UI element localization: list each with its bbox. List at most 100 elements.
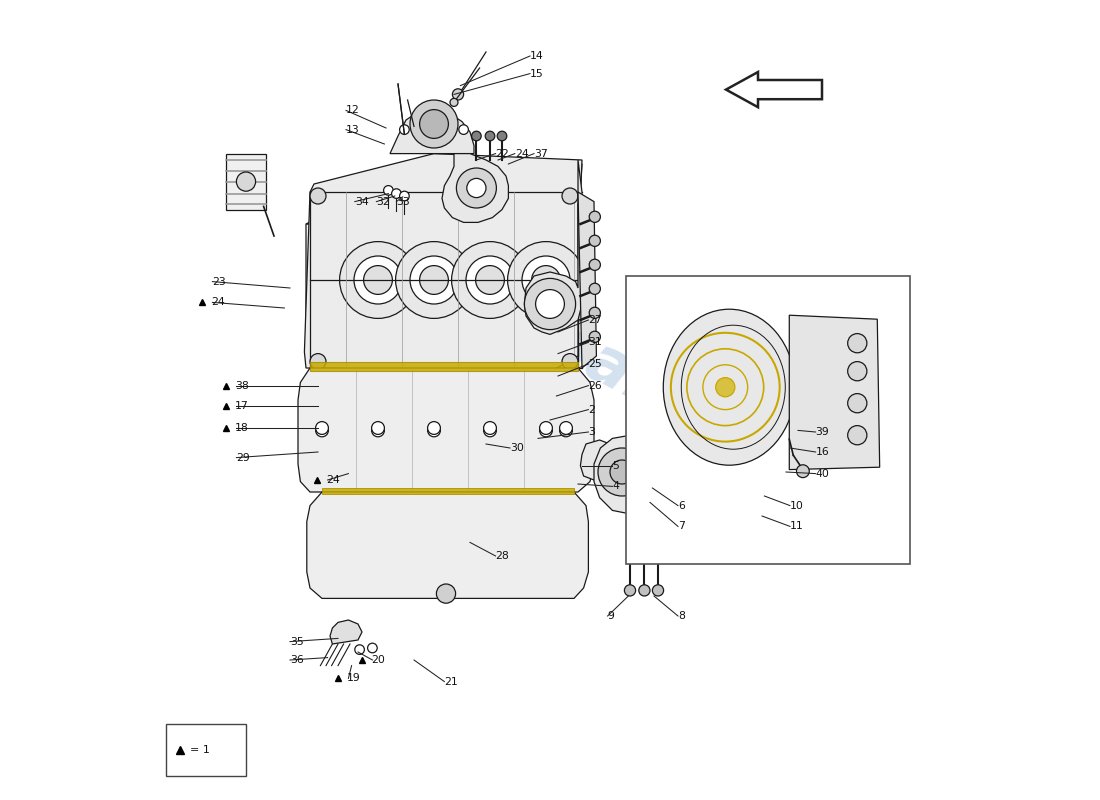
Circle shape xyxy=(590,235,601,246)
Ellipse shape xyxy=(338,482,375,502)
Ellipse shape xyxy=(505,482,543,502)
Circle shape xyxy=(848,394,867,413)
Text: 37: 37 xyxy=(534,149,548,158)
Circle shape xyxy=(716,378,735,397)
Text: 39: 39 xyxy=(815,427,829,437)
Polygon shape xyxy=(314,192,578,356)
Text: 35: 35 xyxy=(290,637,304,646)
Circle shape xyxy=(340,242,417,318)
Text: eurospares: eurospares xyxy=(358,214,742,458)
Text: 21: 21 xyxy=(444,677,458,686)
Text: 33: 33 xyxy=(396,197,410,206)
Polygon shape xyxy=(306,224,422,356)
Polygon shape xyxy=(578,192,596,368)
Circle shape xyxy=(590,259,601,270)
Circle shape xyxy=(316,422,329,434)
Text: 20: 20 xyxy=(371,655,385,665)
Text: 22: 22 xyxy=(496,149,509,158)
Circle shape xyxy=(450,98,458,106)
Text: 36: 36 xyxy=(290,655,304,665)
FancyBboxPatch shape xyxy=(626,276,910,564)
Circle shape xyxy=(475,266,505,294)
Circle shape xyxy=(848,334,867,353)
Text: 29: 29 xyxy=(236,453,250,462)
Polygon shape xyxy=(581,440,614,480)
Bar xyxy=(166,724,246,776)
Circle shape xyxy=(456,168,496,208)
Text: 10: 10 xyxy=(790,501,804,510)
Circle shape xyxy=(452,89,463,100)
Circle shape xyxy=(236,172,255,191)
Circle shape xyxy=(531,266,560,294)
Circle shape xyxy=(739,486,751,498)
Circle shape xyxy=(459,125,469,134)
Circle shape xyxy=(497,131,507,141)
Polygon shape xyxy=(594,436,652,514)
Polygon shape xyxy=(310,362,578,371)
Text: 17: 17 xyxy=(234,402,249,411)
Text: 14: 14 xyxy=(530,51,543,61)
Circle shape xyxy=(754,510,766,522)
Polygon shape xyxy=(390,110,474,154)
Circle shape xyxy=(562,354,578,370)
Circle shape xyxy=(364,266,393,294)
Text: 40: 40 xyxy=(815,469,829,478)
Circle shape xyxy=(652,585,663,596)
Circle shape xyxy=(848,362,867,381)
Polygon shape xyxy=(790,315,880,470)
Text: 24: 24 xyxy=(326,475,340,485)
Circle shape xyxy=(419,110,449,138)
Ellipse shape xyxy=(663,309,795,465)
Polygon shape xyxy=(726,72,822,107)
Text: = 1: = 1 xyxy=(190,745,210,755)
Circle shape xyxy=(472,131,481,141)
Text: 3: 3 xyxy=(588,427,595,437)
Circle shape xyxy=(525,278,575,330)
Circle shape xyxy=(507,242,584,318)
Circle shape xyxy=(562,188,578,204)
Circle shape xyxy=(848,426,867,445)
Circle shape xyxy=(310,188,326,204)
Circle shape xyxy=(610,460,634,484)
Polygon shape xyxy=(307,492,588,598)
Text: 38: 38 xyxy=(234,381,249,390)
Circle shape xyxy=(419,266,449,294)
Circle shape xyxy=(560,424,572,437)
Text: 27: 27 xyxy=(588,315,602,325)
Circle shape xyxy=(484,424,496,437)
Circle shape xyxy=(625,585,636,596)
Circle shape xyxy=(536,290,564,318)
Circle shape xyxy=(639,585,650,596)
Circle shape xyxy=(590,283,601,294)
Polygon shape xyxy=(716,466,772,518)
Circle shape xyxy=(485,131,495,141)
Ellipse shape xyxy=(524,173,568,187)
Text: 15: 15 xyxy=(530,69,543,78)
Text: 5: 5 xyxy=(613,461,619,470)
Text: 34: 34 xyxy=(355,197,368,206)
Circle shape xyxy=(796,465,810,478)
Circle shape xyxy=(367,643,377,653)
Circle shape xyxy=(466,256,514,304)
Text: 18: 18 xyxy=(234,423,249,433)
Ellipse shape xyxy=(506,530,542,562)
Circle shape xyxy=(484,422,496,434)
Text: 28: 28 xyxy=(496,551,509,561)
Circle shape xyxy=(590,211,601,222)
Ellipse shape xyxy=(395,530,430,562)
Polygon shape xyxy=(305,154,582,372)
Text: 2: 2 xyxy=(588,405,595,414)
Circle shape xyxy=(372,422,384,434)
Text: 4: 4 xyxy=(613,482,619,491)
Circle shape xyxy=(384,186,393,195)
Polygon shape xyxy=(442,154,508,222)
Text: 25: 25 xyxy=(588,359,602,369)
Text: 8: 8 xyxy=(678,611,685,621)
Circle shape xyxy=(410,100,458,148)
Circle shape xyxy=(466,178,486,198)
Circle shape xyxy=(428,422,440,434)
Ellipse shape xyxy=(449,482,487,502)
Circle shape xyxy=(355,645,364,654)
Text: 13: 13 xyxy=(346,125,360,134)
Ellipse shape xyxy=(412,173,456,187)
